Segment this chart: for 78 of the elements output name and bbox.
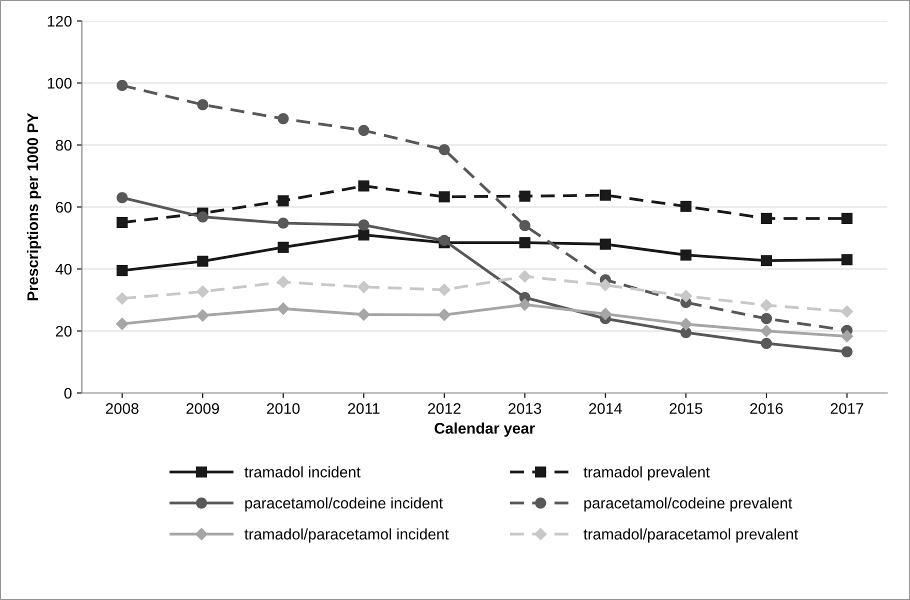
y-tick-label: 40 <box>56 264 72 275</box>
legend-label: tramadol/paracetamol prevalent <box>584 528 798 543</box>
point <box>599 279 612 292</box>
point <box>519 237 530 248</box>
point <box>358 219 370 231</box>
point <box>680 318 692 330</box>
legend-label: tramadol prevalent <box>584 466 710 481</box>
point <box>841 346 853 358</box>
point <box>277 302 290 315</box>
point <box>116 292 128 305</box>
point <box>760 324 773 338</box>
point <box>358 229 370 240</box>
point <box>518 270 531 283</box>
x-tick-label: 2010 <box>267 403 300 414</box>
point <box>438 234 450 246</box>
x-tick-label: 2009 <box>186 403 219 414</box>
x-tick-label: 2015 <box>670 403 702 414</box>
x-tick-label: 2016 <box>750 403 783 414</box>
point <box>116 318 128 330</box>
point <box>197 99 208 110</box>
point <box>116 216 128 228</box>
y-tick-label: 120 <box>48 16 72 27</box>
point <box>358 180 370 192</box>
point <box>680 249 692 261</box>
point <box>358 308 370 321</box>
point <box>438 144 450 156</box>
point <box>519 220 530 232</box>
point <box>196 286 209 298</box>
point <box>841 254 853 266</box>
point <box>438 284 450 296</box>
point <box>197 256 208 267</box>
y-tick-label: 60 <box>56 202 72 213</box>
point <box>278 113 289 124</box>
point <box>278 195 289 206</box>
point <box>519 190 530 202</box>
point <box>760 255 772 266</box>
legend-label: tramadol incident <box>244 466 361 478</box>
point <box>840 330 854 342</box>
point <box>197 211 208 222</box>
point <box>278 242 289 253</box>
point <box>680 326 692 338</box>
x-tick-label: 2017 <box>830 403 864 414</box>
x-tick-label: 2013 <box>508 403 542 414</box>
x-axis-title: Calendar year <box>434 422 535 437</box>
point <box>358 124 370 136</box>
point <box>518 298 531 311</box>
y-axis-title: Prescriptions per 1000 PY <box>26 112 42 300</box>
point <box>760 212 772 224</box>
point <box>760 299 773 312</box>
point <box>438 308 450 321</box>
point <box>277 276 290 288</box>
point <box>278 218 289 229</box>
x-tick-label: 2008 <box>106 403 138 414</box>
x-tick-label: 2011 <box>348 403 380 414</box>
point <box>600 190 611 201</box>
x-tick-label: 2012 <box>428 403 461 414</box>
point <box>116 264 128 276</box>
point <box>760 313 772 324</box>
point <box>840 305 854 318</box>
point <box>680 290 692 302</box>
point <box>116 80 128 92</box>
point <box>358 280 370 294</box>
legend-label: paracetamol/codeine prevalent <box>584 497 792 512</box>
legend-label: tramadol/paracetamol incident <box>244 528 449 543</box>
point <box>116 192 128 204</box>
y-tick-label: 80 <box>56 140 72 151</box>
y-tick-label: 100 <box>48 78 72 89</box>
point <box>438 191 450 202</box>
y-tick-label: 0 <box>64 388 72 399</box>
point <box>196 309 209 322</box>
point <box>600 238 611 250</box>
point <box>599 308 612 320</box>
x-tick-label: 2014 <box>589 403 622 414</box>
point <box>760 338 772 349</box>
point <box>680 200 692 212</box>
point <box>841 212 853 224</box>
y-tick-label: 20 <box>56 326 72 337</box>
legend-label: paracetamol/codeine incident <box>245 497 443 512</box>
